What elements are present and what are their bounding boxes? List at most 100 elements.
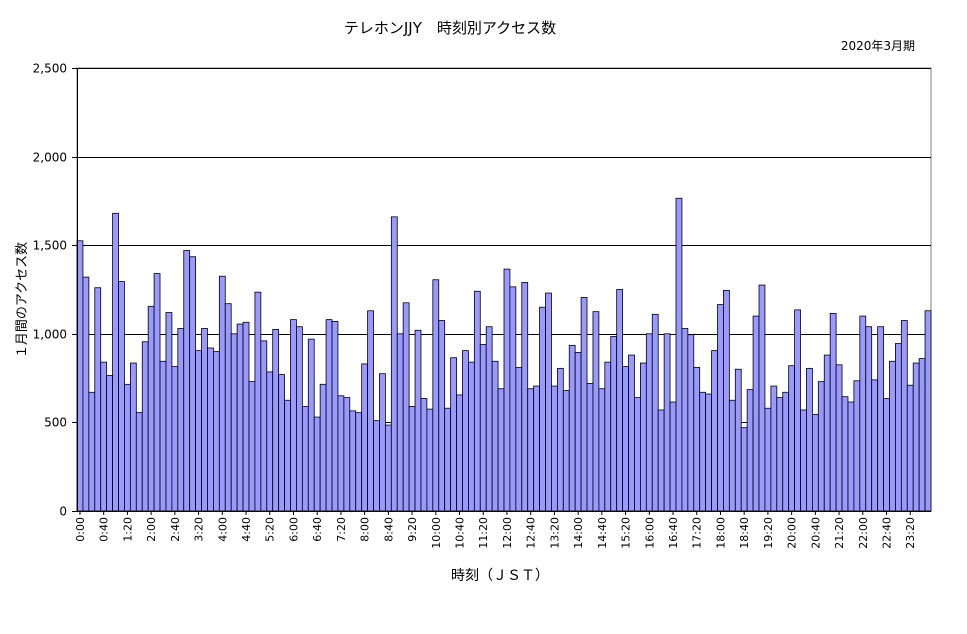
bar	[165, 312, 173, 512]
bar	[723, 289, 730, 512]
bar	[835, 364, 843, 512]
x-tick-label: 14:40	[596, 517, 609, 549]
bar	[189, 256, 197, 512]
x-tick-labels: 0:00 0:40 1:20 2:00 2:40 3:20 4:00 4:40 5:20 6:00…	[74, 517, 917, 549]
x-axis-label: 時刻（ＪＳＴ）	[451, 568, 549, 584]
x-tick-label: 0:00	[74, 517, 87, 542]
bar	[207, 347, 214, 512]
bar	[485, 326, 493, 512]
bar	[100, 361, 108, 512]
bar	[527, 388, 535, 512]
bar	[159, 360, 167, 512]
bar	[106, 375, 113, 512]
x-tick-label: 18:00	[715, 517, 728, 549]
bar	[817, 381, 825, 512]
bar	[438, 320, 446, 512]
bar	[414, 329, 422, 512]
x-tick-label: 4:00	[216, 517, 229, 542]
bar	[361, 363, 369, 512]
bar	[604, 361, 612, 512]
bar	[734, 368, 742, 512]
bar	[889, 360, 896, 512]
bar	[687, 334, 695, 512]
bar	[147, 305, 155, 512]
bar	[195, 350, 202, 512]
bar	[450, 357, 457, 512]
bar	[444, 407, 452, 512]
x-tick-label: 3:20	[193, 517, 206, 542]
bar	[663, 333, 671, 512]
bar	[752, 315, 760, 512]
x-tick-label: 12:00	[501, 517, 514, 549]
bar	[432, 279, 440, 512]
bar	[396, 333, 404, 512]
x-tick-label: 10:40	[454, 517, 467, 549]
bar	[218, 275, 226, 512]
x-tick-label: 22:00	[857, 517, 870, 549]
bar	[616, 289, 624, 512]
bar	[634, 397, 641, 512]
bar	[651, 313, 659, 512]
bar	[859, 315, 867, 512]
bar	[705, 393, 712, 512]
bar	[497, 388, 505, 512]
bar	[468, 361, 475, 512]
bar	[201, 328, 208, 512]
bar	[853, 380, 861, 512]
x-tick-label: 1:20	[121, 517, 134, 542]
bar	[545, 292, 552, 512]
bar	[622, 366, 629, 512]
bar	[284, 399, 291, 512]
x-tick-label: 13:20	[548, 517, 561, 549]
y-tick-label: 2,000	[33, 151, 67, 165]
bar	[811, 414, 819, 512]
bar	[806, 367, 813, 512]
x-tick-label: 16:00	[643, 517, 656, 549]
bar	[847, 401, 855, 512]
bar	[681, 328, 689, 512]
bar	[420, 398, 428, 512]
bar	[325, 319, 333, 512]
bar	[610, 336, 618, 512]
x-tick-label: 0:40	[98, 517, 111, 542]
x-tick-label: 8:40	[382, 517, 395, 542]
bar	[918, 358, 926, 512]
axes	[72, 68, 931, 515]
bar	[367, 310, 374, 512]
y-tick-label: 0	[59, 505, 67, 519]
bar	[711, 350, 718, 512]
bar	[551, 385, 558, 512]
bar	[177, 328, 185, 512]
bar	[841, 396, 849, 512]
bar	[865, 326, 873, 512]
x-tick-label: 6:00	[288, 517, 301, 542]
bar	[657, 409, 665, 512]
bar	[675, 197, 683, 512]
bar	[628, 354, 635, 512]
bar	[337, 395, 345, 512]
bar	[456, 394, 463, 512]
bar	[379, 373, 386, 512]
bar	[242, 321, 250, 512]
bar	[740, 427, 748, 512]
bar	[212, 351, 220, 512]
bar	[699, 391, 707, 512]
y-tick-label: 2,500	[33, 62, 67, 76]
bar	[153, 273, 161, 512]
x-tick-label: 15:20	[620, 517, 633, 549]
bar	[592, 311, 600, 512]
bar	[794, 309, 801, 512]
bar	[94, 287, 102, 512]
bar	[883, 398, 890, 512]
bar	[556, 367, 564, 512]
bar	[266, 371, 274, 512]
bar	[924, 310, 932, 512]
bar	[124, 383, 131, 512]
bar	[758, 284, 766, 512]
x-tick-label: 11:20	[477, 517, 490, 549]
bar	[260, 340, 268, 512]
bar	[248, 381, 256, 512]
bar	[580, 297, 588, 512]
bar	[598, 388, 606, 512]
